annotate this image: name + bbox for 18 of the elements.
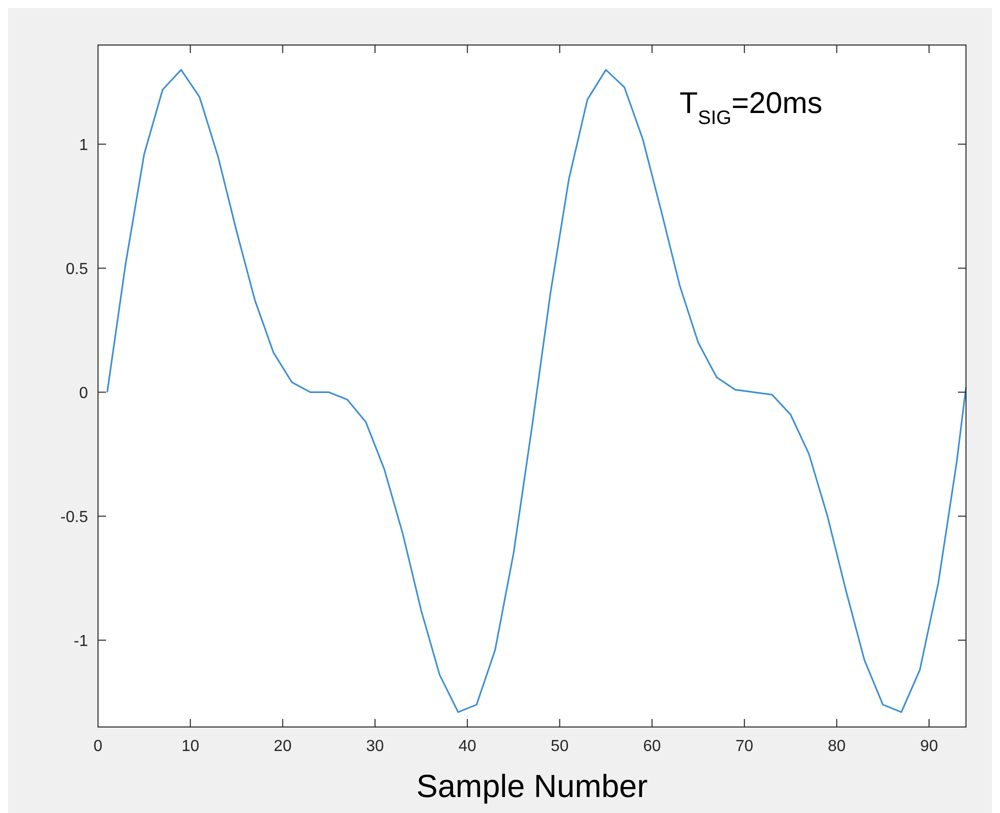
y-tick-label: -0.5 [60,508,88,526]
x-tick-label: 30 [366,738,384,755]
y-tick-label: -1 [74,632,88,650]
x-axis-title: Sample Number [416,768,648,804]
y-tick-label: 0.5 [66,260,88,278]
x-tick-label: 40 [458,738,476,755]
x-tick-label: 70 [735,738,754,755]
x-tick-label: 90 [920,738,938,755]
x-tick-label: 80 [828,738,846,755]
y-tick-label: 1 [79,136,88,154]
y-tick-label: 0 [79,384,88,402]
line-series [106,69,967,713]
x-tick-label: 50 [550,738,569,755]
annotation: T$_{SIG}$=20ms [680,87,822,129]
x-tick-label: 10 [181,738,200,755]
x-tick-label: 20 [274,738,292,755]
x-tick-label: 60 [643,738,662,755]
x-tick-label: 0 [94,738,103,755]
